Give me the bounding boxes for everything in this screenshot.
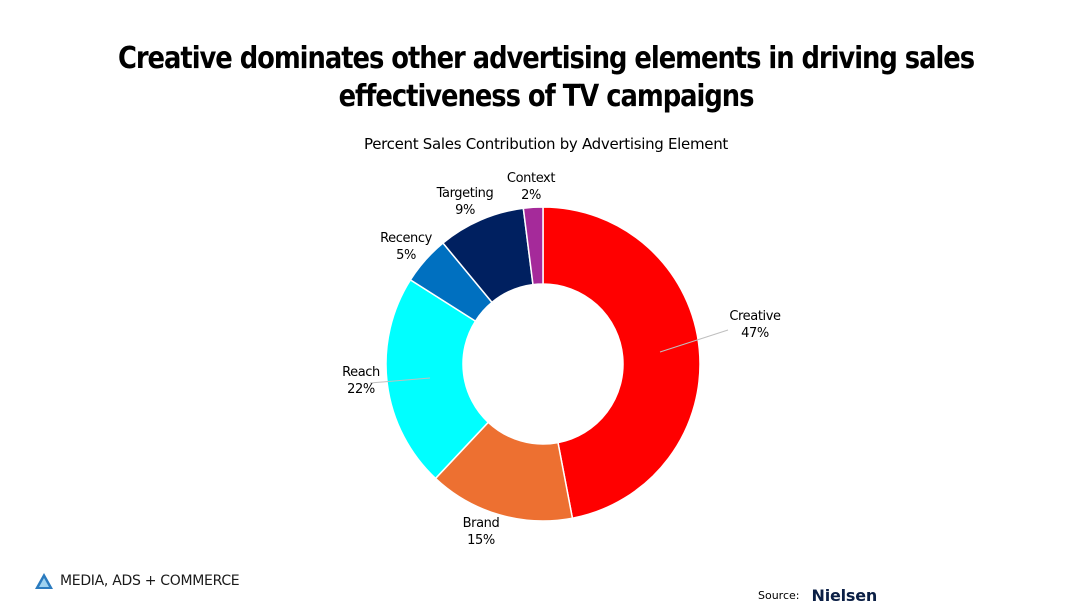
data-label-reach: Reach 22% [342,365,380,397]
data-label-brand: Brand 15% [463,516,500,548]
donut-slice-creative [542,206,701,520]
leader-line-reach [369,377,431,384]
donut-slice-reach [385,278,490,480]
data-label-targeting: Targeting 9% [436,186,494,218]
chart-subtitle: Percent Sales Contribution by Advertisin… [364,135,728,153]
triangle-logo-icon [35,573,53,589]
data-label-context: Context 2% [507,171,555,203]
donut-slice-context [522,206,544,286]
source-credit: Source: Nielsen [758,586,877,605]
source-brand: Nielsen [811,586,878,605]
brand-logo: MEDIA, ADS + COMMERCE [34,572,240,590]
page-title: Creative dominates other advertising ele… [117,41,975,114]
source-label: Source: [758,589,800,602]
leader-line-creative [659,329,729,353]
data-label-recency: Recency 5% [380,231,433,263]
logo-text: MEDIA, ADS + COMMERCE [60,573,240,589]
data-label-creative: Creative 47% [729,309,781,341]
